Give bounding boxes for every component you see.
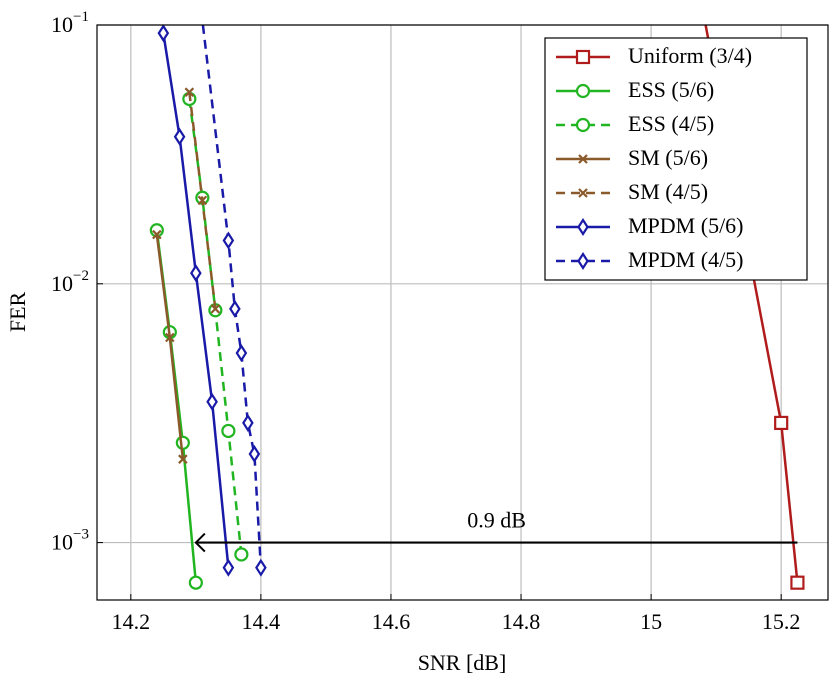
- plot-frame: [96, 24, 829, 601]
- legend-label: MPDM (5/6): [628, 213, 744, 238]
- x-tick-label: 15.2: [762, 609, 801, 634]
- y-axis-label: FER: [5, 292, 30, 333]
- x-tick-label: 14.8: [502, 609, 541, 634]
- marker: [575, 49, 591, 65]
- marker: [248, 444, 261, 464]
- marker: [184, 87, 195, 97]
- marker: [229, 299, 241, 318]
- y-tick-label: 10−2: [51, 268, 89, 296]
- marker: [165, 332, 175, 343]
- marker: [188, 575, 203, 590]
- marker: [255, 558, 267, 577]
- marker: [575, 83, 591, 99]
- marker: [242, 413, 254, 432]
- annotation: 0.9 dB: [194, 508, 798, 553]
- legend-label: SM (4/5): [628, 179, 708, 204]
- legend: Uniform (3/4) ESS (5/6) ESS (4/5) SM (5/6) S…: [544, 37, 808, 281]
- marker: [790, 575, 805, 590]
- legend-label: MPDM (4/5): [628, 247, 744, 272]
- marker: [578, 154, 588, 164]
- series-line: [155, 234, 185, 460]
- marker: [178, 454, 188, 464]
- marker: [774, 415, 789, 431]
- marker: [222, 558, 235, 577]
- annotation-text: 0.9 dB: [467, 508, 526, 533]
- marker: [210, 304, 221, 314]
- y-tick-label: 10−3: [51, 527, 89, 555]
- marker: [173, 127, 186, 146]
- marker: [235, 344, 248, 363]
- x-tick-label: 15: [640, 609, 662, 634]
- marker: [197, 195, 208, 206]
- marker: [206, 392, 218, 411]
- x-tick-label: 14.4: [242, 609, 281, 634]
- arrow-head: [194, 532, 206, 553]
- legend-label: Uniform (3/4): [628, 43, 752, 68]
- marker: [190, 264, 202, 283]
- legend-label: ESS (5/6): [628, 77, 714, 102]
- marker: [575, 117, 591, 133]
- series-line: [162, 32, 230, 568]
- marker: [234, 547, 249, 562]
- marker: [221, 423, 236, 439]
- marker: [577, 251, 589, 271]
- y-tick-label: 10−1: [51, 9, 89, 37]
- marker: [157, 25, 170, 43]
- legend-label: SM (5/6): [628, 145, 708, 170]
- marker: [222, 231, 235, 250]
- x-tick-label: 14.2: [112, 609, 151, 634]
- legend-label: ESS (4/5): [628, 111, 714, 136]
- x-axis-label: SNR [dB]: [418, 650, 507, 675]
- marker: [578, 188, 588, 198]
- x-tick-label: 14.6: [372, 609, 411, 634]
- marker: [577, 217, 589, 237]
- marker: [152, 229, 162, 240]
- marker: [175, 435, 190, 450]
